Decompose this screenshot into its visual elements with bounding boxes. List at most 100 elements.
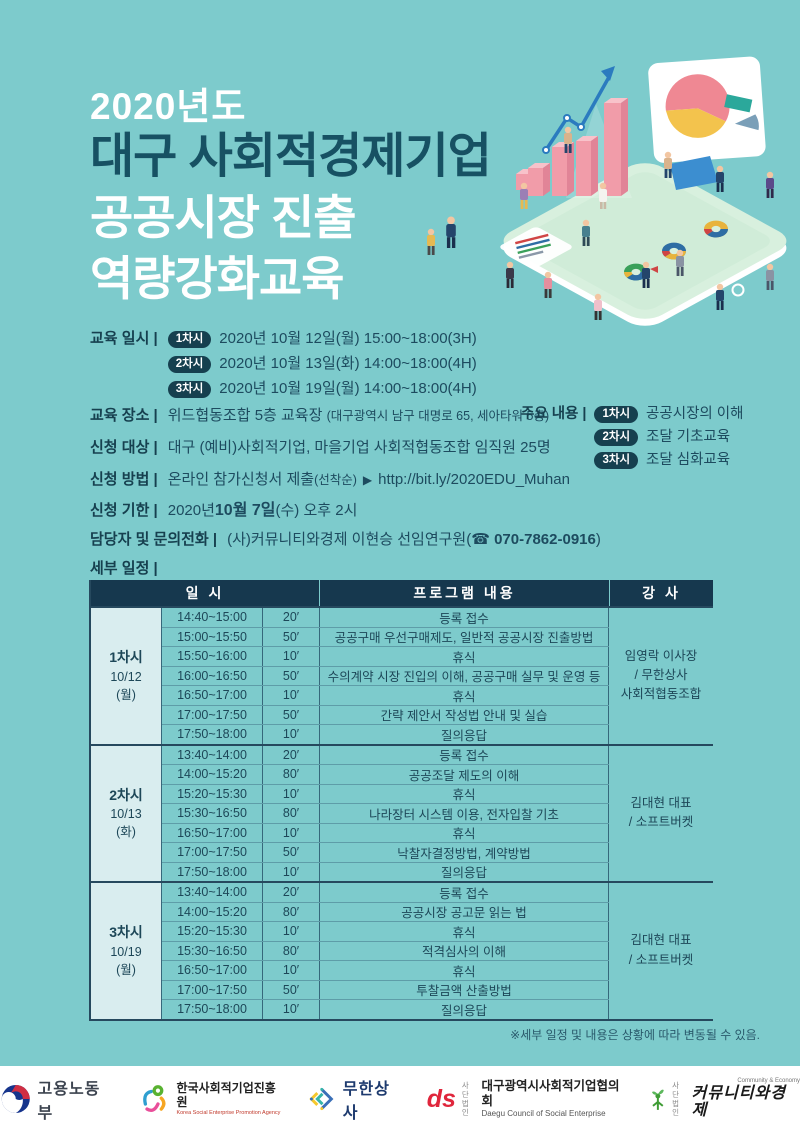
table-row: 14:40~15:00 20′ 등록 접수 [162,608,609,627]
table-row: 16:50~17:00 10′ 휴식 [162,685,609,705]
session-day: (화) [116,825,136,840]
program-cell: 공공시장 공고문 읽는 법 [320,902,609,921]
session3-badge: 3차시 [167,380,212,398]
program-cell: 간략 제안서 작성법 안내 및 실습 [320,705,609,724]
logo-muhan: 무한상사 [307,1075,404,1123]
person-figure [642,261,658,288]
session-date: 10/19 [110,944,142,959]
table-row: 15:20~15:30 10′ 휴식 [162,921,609,941]
program-cell: 등록 접수 [320,608,609,627]
time-cell: 17:50~18:00 [162,725,263,744]
schedule-item-text: 2020년 10월 13일(화) 14:00~18:00(4H) [219,355,477,372]
instructor-line: 김대현 대표 [630,933,692,948]
time-cell: 15:30~16:50 [162,804,263,823]
program-cell: 휴식 [320,823,609,842]
program-cell: 수의계약 시장 진입의 이해, 공공구매 실무 및 운영 등 [320,666,609,685]
ce-prefix1: 사단 [672,1081,679,1099]
schedule-item: 3차시 2020년 10월 19일(월) 14:00~18:00(4H) [167,379,477,399]
session2-badge: 2차시 [594,429,639,446]
duration-cell: 80′ [263,804,320,823]
person-figure [676,249,684,276]
session1-badge: 1차시 [167,330,212,348]
schedule-section: 1차시 10/12 (월) 14:40~15:00 20′ 등록 접수 15:0… [91,606,713,744]
daegu-prefix1: 사단 [461,1081,469,1099]
instructor-line: 김대현 대표 [630,795,692,810]
topic-item: 3차시 조달 심화교육 [594,451,743,470]
table-row: 13:40~14:00 20′ 등록 접수 [162,745,609,764]
time-cell: 15:20~15:30 [162,922,263,941]
session-date: 10/12 [110,669,142,684]
moel-emblem-icon [1,1084,30,1114]
topic-item: 2차시 조달 기초교육 [594,428,743,447]
sprout-person-icon [652,1089,665,1110]
ksepa-name: 한국사회적기업진흥원 [176,1081,276,1109]
time-cell: 14:00~15:20 [162,902,263,921]
program-cell: 질의응답 [320,862,609,881]
table-row: 16:00~16:50 50′ 수의계약 시장 진입의 이해, 공공구매 실무 … [162,665,609,685]
duration-cell: 10′ [263,784,320,803]
program-cell: 휴식 [320,647,609,666]
time-cell: 16:00~16:50 [162,666,263,685]
poster: 2020년도 대구 사회적경제기업 공공시장 진출 역량강화교육 교육 일시 |… [0,0,800,1066]
deadline-pre: 2020년 [167,502,215,519]
person-figure [544,271,552,298]
time-cell: 17:00~17:50 [162,980,263,999]
duration-cell: 50′ [263,980,320,999]
target-text: 대구 (예비)사회적기업, 마을기업 사회적협동조합 임직원 25명 [167,439,551,456]
program-cell: 등록 접수 [320,883,609,902]
schedule-item-text: 2020년 10월 19일(월) 14:00~18:00(4H) [219,380,477,397]
table-row: 16:50~17:00 10′ 휴식 [162,960,609,980]
education-location-row: 교육 장소 | 위드협동조합 5층 교육장 (대구광역시 남구 대명로 65, … [90,406,549,426]
method-text: 온라인 참가신청서 제출 [167,471,315,488]
program-cell: 공공구매 우선구매제도, 일반적 공공시장 진출방법 [320,627,609,646]
person-figure [506,261,514,288]
table-row: 15:50~16:00 10′ 휴식 [162,646,609,666]
duration-cell: 80′ [263,765,320,784]
title-line3: 역량강화교육 [90,252,344,305]
table-row: 15:30~16:50 80′ 적격심사의 이해 [162,940,609,960]
deadline-date: 10월 7일 [214,502,276,519]
person-figure [594,293,602,320]
schedule-section: 3차시 10/19 (월) 13:40~14:00 20′ 등록 접수 14:0… [91,881,713,1019]
time-cell: 15:30~16:50 [162,941,263,960]
session-rows: 13:40~14:00 20′ 등록 접수 14:00~15:20 80′ 공공… [162,745,609,881]
header-instructor: 강 사 [610,580,713,606]
education-schedule-row: 교육 일시 | 1차시 2020년 10월 12일(월) 15:00~18:00(… [90,329,477,404]
time-cell: 15:00~15:50 [162,627,263,646]
time-cell: 17:50~18:00 [162,1000,263,1019]
instructor-line: 임영락 이사장 [624,648,698,663]
time-cell: 13:40~14:00 [162,883,263,902]
contact-pre: (사)커뮤니티와경제 이현승 선임연구원( [227,531,472,548]
time-cell: 14:40~15:00 [162,608,263,627]
location-label: 교육 장소 | [90,407,158,424]
application-method-row: 신청 방법 | 온라인 참가신청서 제출 (선착순) ▶ http://bit.l… [90,470,570,490]
trend-arrow-icon [542,66,615,154]
person-figure [582,219,590,246]
daegu-council-name: 대구광역시사회적기업협의회 [481,1079,620,1109]
duration-cell: 20′ [263,745,320,764]
time-cell: 16:50~17:00 [162,823,263,842]
duration-cell: 80′ [263,902,320,921]
session1-badge: 1차시 [594,406,639,423]
contact-row: 담당자 및 문의전화 | (사)커뮤니티와경제 이현승 선임연구원(☎ 070-… [90,530,601,550]
duration-cell: 10′ [263,862,320,881]
header-datetime: 일 시 [91,580,319,606]
header-program: 프로그램 내용 [320,580,609,606]
topic-text: 조달 기초교육 [646,429,731,445]
schedule-section: 2차시 10/13 (화) 13:40~14:00 20′ 등록 접수 14:0… [91,743,713,881]
time-cell: 15:20~15:30 [162,784,263,803]
table-footnote: ※세부 일정 및 내용은 상황에 따라 변동될 수 있음. [510,1028,760,1042]
session3-badge: 3차시 [594,452,639,469]
session-date: 10/13 [110,807,142,822]
instructor-line: / 소프트버켓 [628,815,694,830]
program-cell: 낙찰자결정방법, 계약방법 [320,843,609,862]
session-rows: 13:40~14:00 20′ 등록 접수 14:00~15:20 80′ 공공… [162,883,609,1019]
application-url-link[interactable]: http://bit.ly/2020EDU_Muhan [378,471,570,488]
schedule-item: 2차시 2020년 10월 13일(화) 14:00~18:00(4H) [167,354,477,374]
program-cell: 적격심사의 이해 [320,941,609,960]
location-text: 위드협동조합 5층 교육장 [167,407,323,424]
person-figure [446,216,456,248]
person-figure [599,182,607,209]
report-card-graphic [500,227,572,267]
table-row: 17:50~18:00 10′ 질의응답 [162,724,609,744]
